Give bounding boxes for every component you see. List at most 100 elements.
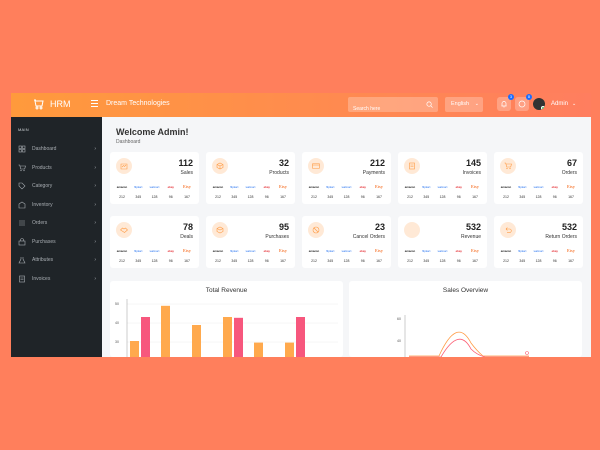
brand-value: 345: [327, 195, 334, 199]
handshake-icon: [116, 222, 132, 238]
avatar[interactable]: [533, 98, 545, 110]
stat-value: 112: [178, 158, 193, 168]
brand-logo: flipkart: [422, 185, 431, 189]
brand-value: 128: [151, 259, 158, 263]
brand-value: 128: [439, 195, 446, 199]
stat-label: Sales: [180, 170, 193, 176]
sidebar-item-label: Category: [32, 183, 53, 189]
chevron-right-icon: ›: [94, 183, 96, 189]
revenue-bar[interactable]: [130, 341, 139, 357]
y-tick-label: 40: [115, 321, 119, 325]
brand-logo: walmart: [245, 249, 256, 253]
stat-label: Products: [269, 170, 289, 176]
stat-card-payments[interactable]: 212 Payments amazon flipkart walmart ebay Etsy…: [302, 152, 391, 204]
revenue-bar[interactable]: [254, 342, 263, 357]
brand-logo: walmart: [149, 185, 160, 189]
menu-toggle-icon[interactable]: [91, 100, 99, 110]
total-revenue-chart: 50 40 30: [115, 299, 338, 357]
sidebar-item-orders[interactable]: Orders ›: [18, 217, 96, 229]
brand-logo: ebay: [263, 185, 270, 189]
bell-icon: [501, 101, 507, 108]
brand-value: 96: [360, 195, 365, 199]
brand-value: 96: [264, 259, 269, 263]
stat-value: 32: [278, 158, 289, 168]
revenue-bar[interactable]: [285, 342, 294, 357]
sidebar-item-category[interactable]: Category ›: [18, 180, 96, 192]
brand-logo: walmart: [341, 185, 352, 189]
sidebar-item-inventory[interactable]: Inventory ›: [18, 199, 96, 211]
brand-value: 128: [247, 259, 254, 263]
stat-card-deals[interactable]: 78 Deals amazon flipkart walmart ebay Etsy 212 3…: [110, 216, 199, 268]
sidebar-section-title: MAIN: [18, 127, 29, 132]
brand-value: 128: [343, 195, 350, 199]
stat-label: Return Orders: [545, 234, 577, 240]
search-icon[interactable]: [426, 101, 433, 108]
stat-value: 145: [465, 158, 481, 168]
stat-card-sales[interactable]: 112 Sales amazon flipkart walmart ebay Etsy 212…: [110, 152, 199, 204]
brand-value: 212: [407, 259, 413, 263]
brand-row: amazon flipkart walmart ebay Etsy: [114, 248, 195, 253]
sidebar-item-dashboard[interactable]: Dashboard ›: [18, 143, 96, 155]
cart-icon: [500, 158, 516, 174]
sidebar-item-products[interactable]: Products ›: [18, 162, 96, 174]
brand-value: 167: [184, 195, 190, 199]
brand-logo: walmart: [341, 249, 352, 253]
revenue-bar[interactable]: [161, 305, 170, 357]
sidebar: MAIN Dashboard › Products › Category › Invento…: [11, 117, 102, 357]
breadcrumb[interactable]: Dashboard: [116, 139, 141, 145]
stat-card-products[interactable]: 32 Products amazon flipkart walmart ebay Etsy 2…: [206, 152, 295, 204]
user-menu[interactable]: Admin ⌄: [551, 101, 576, 107]
stat-card-revenue[interactable]: 532 Revenue amazon flipkart walmart ebay Etsy 2…: [398, 216, 487, 268]
brand-value: 167: [184, 259, 190, 263]
brand-logo: Etsy: [278, 184, 287, 189]
brand-logo: Etsy: [566, 248, 575, 253]
total-revenue-title: Total Revenue: [205, 287, 248, 294]
revenue-bar[interactable]: [296, 317, 305, 357]
stat-value: 212: [369, 158, 385, 168]
brand-logo: ebay: [167, 249, 174, 253]
stat-card-invoices[interactable]: 145 Invoices amazon flipkart walmart ebay Etsy…: [398, 152, 487, 204]
sales-point: [525, 351, 529, 355]
sidebar-item-attributes[interactable]: Attributes ›: [18, 254, 96, 266]
search-input[interactable]: [348, 101, 423, 117]
revenue-bar[interactable]: [141, 317, 150, 357]
brand-value: 128: [151, 195, 158, 199]
brand-logo: ebay: [455, 249, 462, 253]
brand-logo: Etsy: [470, 184, 479, 189]
revenue-bar[interactable]: [234, 317, 243, 357]
stat-card-orders[interactable]: 67 Orders amazon flipkart walmart ebay Etsy 212…: [494, 152, 583, 204]
brand-values-row: 212 345 128 96 167: [402, 259, 483, 263]
y-tick-label: 60: [397, 317, 401, 321]
revenue-bar[interactable]: [223, 317, 232, 357]
stat-card-cancel-orders[interactable]: 23 Cancel Orders amazon flipkart walmart ebay…: [302, 216, 391, 268]
notifications-button[interactable]: 3: [497, 94, 514, 111]
stat-value: 95: [278, 222, 289, 232]
logo[interactable]: HRM: [33, 98, 71, 110]
revenue-bar[interactable]: [192, 325, 201, 357]
brand-row: amazon flipkart walmart ebay Etsy: [402, 184, 483, 189]
brand-value: 167: [376, 195, 382, 199]
brand-logo: amazon: [308, 185, 320, 189]
stat-card-return-orders[interactable]: 532 Return Orders amazon flipkart walmart eba…: [494, 216, 583, 268]
dollar-icon: [404, 222, 420, 238]
brand-row: amazon flipkart walmart ebay Etsy: [498, 248, 579, 253]
cart-icon: [18, 164, 26, 171]
brand-values-row: 212 345 128 96 167: [114, 195, 195, 199]
brand-value: 212: [119, 259, 125, 263]
stat-label: Cancel Orders: [352, 234, 385, 240]
sidebar-item-invoices[interactable]: Invoices ›: [18, 273, 96, 285]
online-status-dot: [541, 106, 545, 110]
sidebar-item-purchases[interactable]: Purchases ›: [18, 236, 96, 248]
stat-label: Revenue: [460, 234, 481, 240]
brand-row: amazon flipkart walmart ebay Etsy: [210, 184, 291, 189]
brand-value: 96: [552, 195, 557, 199]
chevron-right-icon: ›: [94, 146, 96, 152]
invoice-icon: [19, 275, 25, 282]
chevron-right-icon: ›: [94, 201, 96, 208]
messages-button[interactable]: 8: [515, 94, 532, 111]
stat-card-purchases[interactable]: 95 Purchases amazon flipkart walmart ebay Etsy…: [206, 216, 295, 268]
brand-value: 96: [456, 195, 461, 199]
language-select[interactable]: English ⌄: [445, 97, 483, 112]
brand-value: 345: [519, 195, 526, 199]
brand-value: 345: [423, 195, 430, 199]
